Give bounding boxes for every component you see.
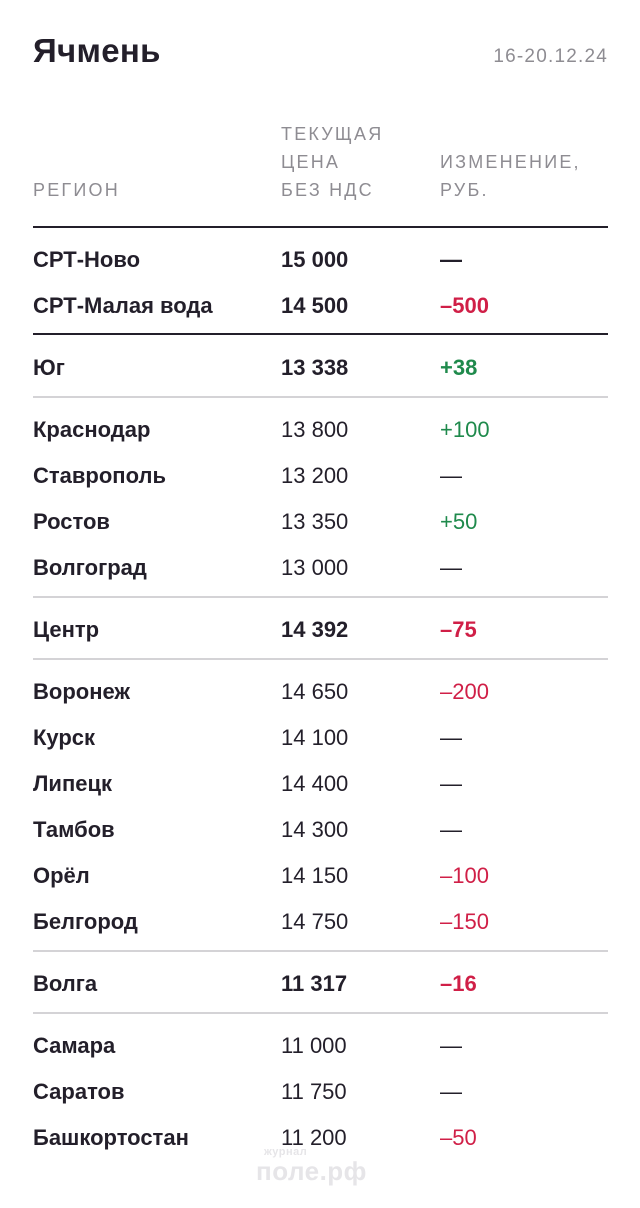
price-value: 14 500: [281, 293, 349, 318]
section-divider: [33, 226, 608, 228]
price-value: 13 200: [281, 463, 349, 488]
change-value: –150: [440, 909, 489, 934]
region-name: Центр: [33, 617, 100, 642]
table-row: Орёл 14 150 –100: [33, 853, 608, 899]
table-row: Воронеж 14 650 –200: [33, 669, 608, 715]
price-value: 13 338: [281, 355, 349, 380]
change-value: —: [440, 725, 462, 750]
change-value: —: [440, 1033, 462, 1058]
region-name: СРТ-Малая вода: [33, 293, 213, 318]
header-region: РЕГИОН: [33, 180, 120, 200]
group-divider: [33, 396, 608, 398]
table-row: Башкортостан 11 200 –50: [33, 1115, 608, 1161]
page-title: Ячмень: [33, 32, 161, 69]
table-row: Волгоград 13 000 —: [33, 545, 608, 591]
change-value: —: [440, 1079, 462, 1104]
change-value: +100: [440, 417, 490, 442]
region-name: Волгоград: [33, 555, 147, 580]
region-name: СРТ-Ново: [33, 247, 141, 272]
change-value: –50: [440, 1125, 477, 1150]
region-name: Башкортостан: [33, 1125, 189, 1150]
table-row: Самара 11 000 —: [33, 1023, 608, 1069]
table-row: Саратов 11 750 —: [33, 1069, 608, 1115]
price-value: 13 000: [281, 555, 349, 580]
table-row: Волга 11 317 –16: [33, 961, 608, 1007]
region-name: Орёл: [33, 863, 90, 888]
price-value: 11 317: [281, 971, 348, 996]
region-name: Белгород: [33, 909, 138, 934]
table-row: Центр 14 392 –75: [33, 607, 608, 653]
change-value: —: [440, 247, 462, 272]
region-name: Волга: [33, 971, 98, 996]
region-name: Саратов: [33, 1079, 125, 1104]
price-value: 14 300: [281, 817, 349, 842]
price-value: 13 350: [281, 509, 349, 534]
watermark-small: журнал: [264, 1146, 308, 1158]
region-name: Самара: [33, 1033, 116, 1058]
price-value: 11 750: [281, 1079, 347, 1104]
table-row: Курск 14 100 —: [33, 715, 608, 761]
watermark-logo: журнал поле.рф: [256, 1146, 386, 1190]
price-value: 15 000: [281, 247, 349, 272]
table-row: СРТ-Малая вода 14 500 –500: [33, 283, 608, 329]
region-name: Липецк: [33, 771, 113, 796]
table-row: Ростов 13 350 +50: [33, 499, 608, 545]
group-divider: [33, 1012, 608, 1014]
price-value: 14 400: [281, 771, 349, 796]
change-value: –75: [440, 617, 477, 642]
region-name: Курск: [33, 725, 96, 750]
change-value: —: [440, 817, 462, 842]
price-value: 14 100: [281, 725, 349, 750]
change-value: –200: [440, 679, 489, 704]
change-value: –100: [440, 863, 489, 888]
section-divider: [33, 333, 608, 335]
watermark-big: поле.рф: [256, 1156, 367, 1186]
table-row: Липецк 14 400 —: [33, 761, 608, 807]
date-range: 16-20.12.24: [493, 46, 608, 67]
price-value: 14 750: [281, 909, 349, 934]
table-row: Ставрополь 13 200 —: [33, 453, 608, 499]
price-value: 13 800: [281, 417, 349, 442]
change-value: —: [440, 771, 462, 796]
group-divider: [33, 950, 608, 952]
table-row: Белгород 14 750 –150: [33, 899, 608, 945]
price-value: 11 200: [281, 1125, 347, 1150]
price-value: 14 392: [281, 617, 349, 642]
change-value: —: [440, 555, 462, 580]
header-price: ТЕКУЩАЯ ЦЕНА БЕЗ НДС: [281, 124, 384, 200]
change-value: +50: [440, 509, 478, 534]
group-divider: [33, 596, 608, 598]
price-value: 14 650: [281, 679, 349, 704]
region-name: Ростов: [33, 509, 110, 534]
table-row: Краснодар 13 800 +100: [33, 407, 608, 453]
region-name: Тамбов: [33, 817, 115, 842]
group-divider: [33, 658, 608, 660]
header-change: ИЗМЕНЕНИЕ, РУБ.: [440, 152, 581, 200]
region-name: Воронеж: [33, 679, 131, 704]
region-name: Краснодар: [33, 417, 151, 442]
price-value: 11 000: [281, 1033, 347, 1058]
region-name: Юг: [33, 355, 65, 380]
table-row: Юг 13 338 +38: [33, 345, 608, 391]
change-value: +38: [440, 355, 478, 380]
change-value: –500: [440, 293, 489, 318]
table-row: СРТ-Ново 15 000 —: [33, 237, 608, 283]
table-row: Тамбов 14 300 —: [33, 807, 608, 853]
change-value: –16: [440, 971, 477, 996]
change-value: —: [440, 463, 462, 488]
price-value: 14 150: [281, 863, 349, 888]
region-name: Ставрополь: [33, 463, 166, 488]
